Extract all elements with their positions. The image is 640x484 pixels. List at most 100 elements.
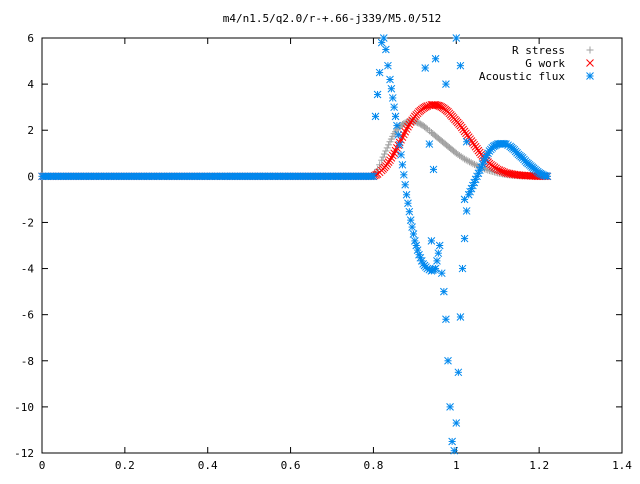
series-acoustic-flux (38, 34, 552, 455)
y-tick-label: -4 (21, 263, 35, 276)
y-tick-label: 0 (27, 170, 34, 183)
y-tick-label: -12 (14, 447, 34, 460)
data-point (382, 45, 390, 54)
y-tick-label: 2 (27, 124, 34, 137)
data-point (442, 80, 450, 88)
data-point (413, 246, 422, 254)
data-point (411, 237, 419, 245)
data-point (442, 315, 450, 324)
data-point (433, 257, 441, 265)
data-point (431, 264, 440, 273)
y-tick-label: -10 (14, 401, 34, 414)
series-acoustic-flux-scatter (421, 34, 471, 245)
legend-label: R stress (512, 44, 565, 57)
data-point (454, 368, 463, 377)
data-point (399, 170, 408, 179)
data-point (375, 68, 384, 77)
data-point (401, 180, 410, 189)
chart-title: m4/n1.5/q2.0/r-+.66-j339/M5.0/512 (223, 12, 442, 25)
data-point (467, 159, 475, 167)
data-point (402, 125, 411, 133)
data-point (446, 403, 454, 411)
x-tick-label: 0 (39, 459, 46, 472)
data-point (373, 90, 382, 99)
x-tick-label: 0.6 (281, 459, 301, 472)
data-point (460, 234, 469, 243)
data-point (422, 124, 430, 132)
plot-frame (41, 37, 623, 454)
data-point (369, 172, 378, 181)
data-point (385, 141, 393, 149)
data-point (409, 230, 418, 238)
data-point (383, 144, 391, 152)
data-point (404, 122, 412, 131)
data-point (448, 437, 456, 446)
legend-marker (586, 46, 594, 54)
data-point (397, 150, 405, 159)
data-point (390, 103, 398, 112)
data-point (408, 223, 416, 231)
data-point (402, 190, 411, 199)
data-point (404, 199, 412, 208)
data-point (427, 237, 436, 245)
data-point (462, 137, 471, 146)
series-layer (38, 34, 552, 455)
data-point (405, 207, 414, 216)
data-point (469, 160, 477, 168)
x-tick-label: 1.2 (529, 459, 549, 472)
data-point (471, 160, 479, 168)
data-point (387, 84, 396, 93)
data-point (371, 112, 380, 121)
data-point (378, 156, 386, 164)
data-point (456, 61, 465, 70)
data-point (434, 249, 443, 258)
data-point (458, 264, 467, 273)
x-tick-label: 0.8 (363, 459, 383, 472)
x-tick-label: 0.2 (115, 459, 135, 472)
legend-label: G work (525, 57, 565, 70)
data-point (434, 101, 443, 110)
x-tick-label: 1.4 (612, 459, 632, 472)
y-tick-label: -8 (21, 355, 34, 368)
data-point (405, 120, 414, 129)
y-tick-label: -6 (21, 309, 34, 322)
data-point (388, 94, 397, 102)
data-point (398, 160, 407, 169)
data-point (379, 153, 387, 161)
data-point (431, 54, 440, 63)
data-point (452, 34, 461, 42)
data-point (450, 446, 459, 455)
data-point (388, 151, 397, 160)
data-point (437, 269, 446, 278)
data-point (393, 121, 401, 130)
data-point (460, 195, 469, 204)
legend-marker (586, 72, 594, 80)
data-point (456, 313, 465, 321)
data-point (394, 130, 403, 139)
data-point (382, 147, 390, 155)
data-point (387, 154, 396, 162)
data-point (384, 61, 392, 70)
data-point (440, 287, 448, 296)
series-g-work (38, 101, 552, 181)
data-point (425, 140, 434, 148)
data-point (391, 112, 400, 121)
data-point (406, 216, 415, 224)
data-point (472, 161, 480, 169)
y-tick-label: 4 (27, 78, 34, 91)
data-point (433, 101, 441, 110)
data-point (444, 356, 452, 365)
data-point (380, 150, 388, 158)
x-tick-label: 0.4 (198, 459, 218, 472)
y-tick-label: 6 (27, 32, 34, 45)
data-point (429, 165, 438, 174)
data-point (421, 64, 430, 72)
axis-ticks: 0 0.2 0.4 0.6 0.8 1 1.2 1.4 -12 -10 -8 -6 -4 -2 0 2 4 6 (14, 32, 632, 472)
legend-label: Acoustic flux (479, 70, 565, 83)
data-point (386, 156, 394, 165)
data-point (543, 172, 552, 181)
data-point (462, 207, 471, 215)
